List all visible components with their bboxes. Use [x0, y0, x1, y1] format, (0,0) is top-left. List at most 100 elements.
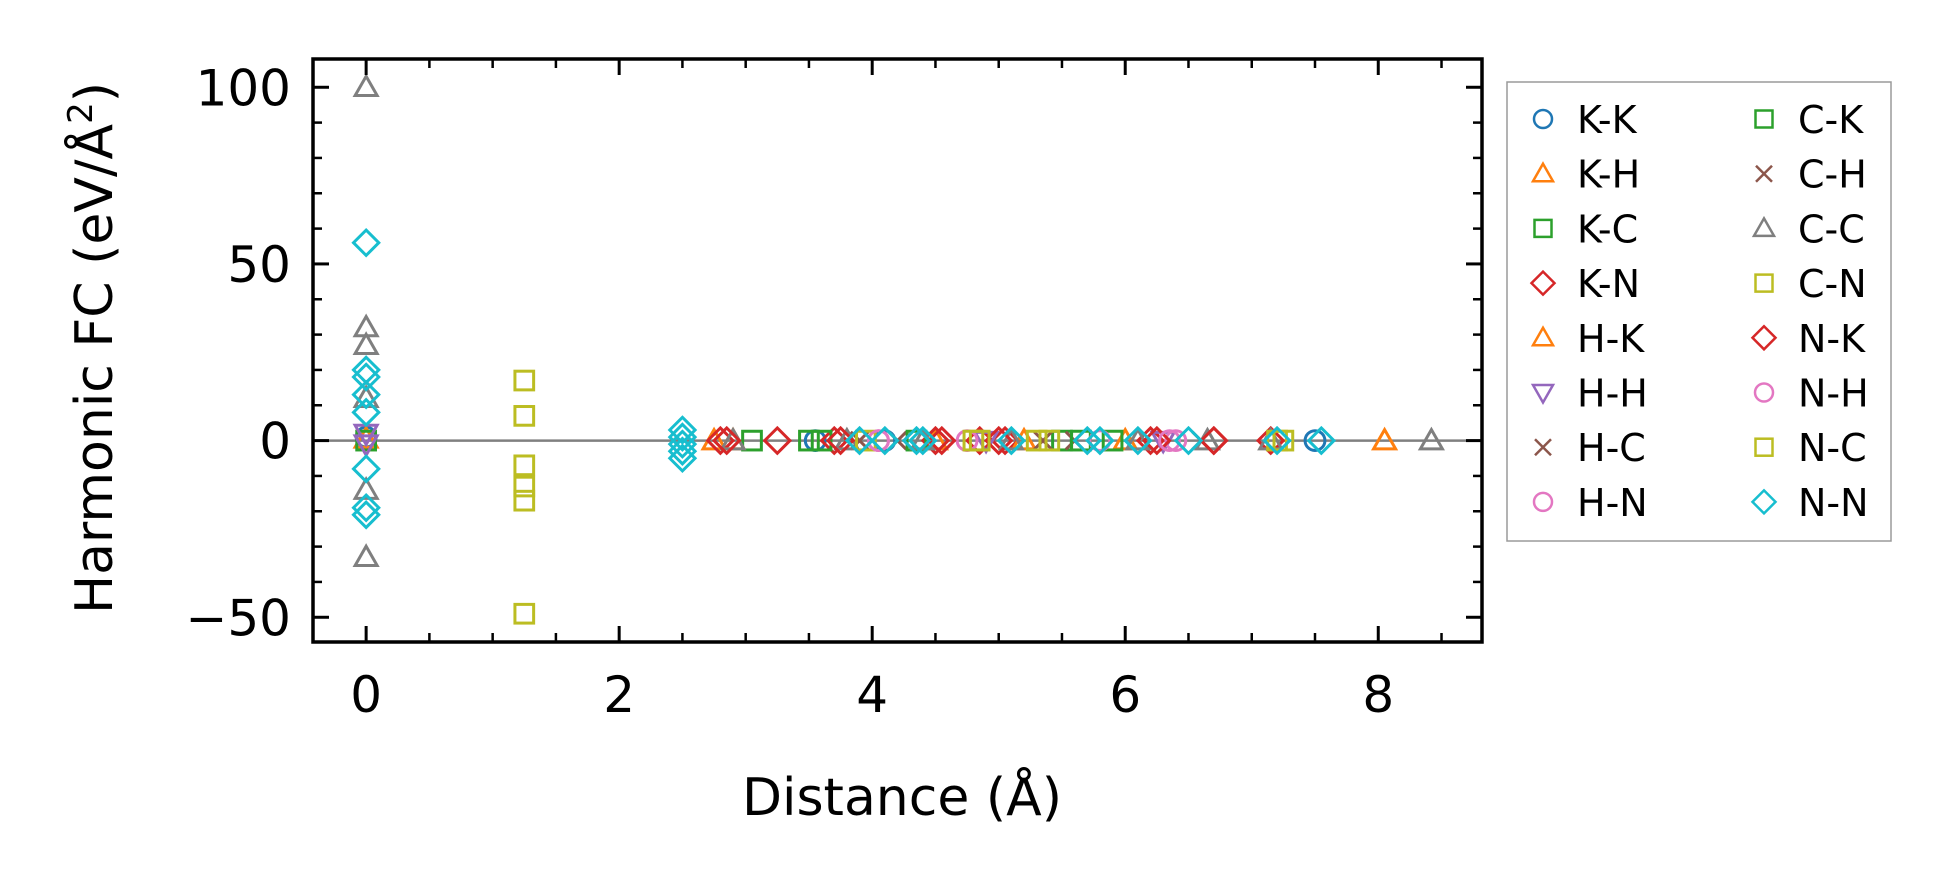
- legend-label: K-H: [1577, 153, 1640, 197]
- y-axis-label-close: ): [65, 82, 125, 102]
- legend-marker: [1530, 325, 1556, 347]
- legend-item-c-c: C-C: [1751, 207, 1865, 251]
- data-point: [352, 543, 380, 567]
- y-axis-label: Harmonic FC (eV/Å2): [61, 82, 125, 614]
- legend-label: K-C: [1577, 207, 1638, 251]
- data-point: [1303, 429, 1327, 453]
- plot-frame: [311, 57, 1484, 644]
- series-n-n: [351, 227, 1337, 530]
- data-point: [1085, 425, 1115, 456]
- y-axis-label-main: Harmonic FC (eV/Å: [63, 123, 125, 614]
- legend: K-K K-H K-C K-N H-K H-H H-C H-N C-K C-H C-C C-N N-K N…: [1506, 81, 1892, 542]
- series-n-h: [867, 429, 1181, 453]
- data-point: [990, 425, 1020, 456]
- legend-label: K-K: [1577, 98, 1638, 142]
- data-point: [513, 369, 536, 392]
- data-points: [351, 73, 1445, 625]
- data-point: [352, 331, 380, 355]
- data-point: [1025, 429, 1048, 452]
- legend-box: [1506, 81, 1892, 542]
- data-point: [1124, 426, 1152, 451]
- legend-marker: [1754, 109, 1774, 129]
- legend-label: N-H: [1798, 372, 1869, 416]
- data-point: [867, 429, 890, 453]
- data-point: [351, 500, 381, 530]
- legend-item-c-h: C-H: [1755, 153, 1867, 197]
- data-point: [667, 415, 698, 445]
- data-point: [513, 489, 536, 512]
- data-point: [844, 425, 875, 456]
- legend-label: C-H: [1798, 153, 1867, 197]
- data-point: [1072, 425, 1103, 456]
- legend-marker: [1532, 108, 1554, 130]
- data-point: [351, 227, 381, 258]
- data-point: [1038, 429, 1061, 452]
- legend-item-k-h: K-H: [1530, 153, 1640, 197]
- x-axis-label: Distance (Å): [742, 766, 1062, 828]
- legend-label: N-C: [1798, 426, 1867, 470]
- data-point: [1370, 426, 1399, 451]
- y-tick-label: −50: [185, 589, 291, 647]
- legend-marker: [1755, 164, 1773, 183]
- legend-label: N-K: [1798, 317, 1866, 361]
- legend-label: N-N: [1798, 481, 1869, 525]
- legend-item-h-h: H-H: [1530, 372, 1648, 416]
- y-tick-label: 50: [227, 236, 291, 294]
- axes-frame: [311, 57, 1484, 644]
- legend-marker: [1754, 273, 1774, 293]
- x-tick-label: 8: [1362, 666, 1394, 724]
- data-point: [798, 429, 820, 452]
- data-point: [351, 379, 381, 410]
- data-point: [352, 434, 380, 459]
- data-point: [1255, 425, 1286, 456]
- data-point: [968, 429, 991, 452]
- legend-marker: [1754, 437, 1774, 457]
- data-point: [1101, 429, 1124, 452]
- legend-label: C-C: [1798, 207, 1865, 251]
- legend-item-k-k: K-K: [1532, 98, 1638, 142]
- tick-labels: 0 2 4 6 8 100 50 0 −50: [185, 59, 1394, 724]
- data-point: [351, 492, 381, 523]
- legend-marker: [1530, 161, 1556, 183]
- legend-item-h-n: H-N: [1532, 481, 1648, 525]
- legend-marker: [1753, 382, 1775, 403]
- data-point: [513, 475, 536, 498]
- x-tick-label: 2: [603, 666, 635, 724]
- legend-label: K-N: [1577, 262, 1640, 306]
- data-point: [1088, 429, 1112, 453]
- y-tick-label: 0: [259, 413, 291, 471]
- data-point: [1199, 425, 1229, 456]
- data-point: [513, 405, 536, 427]
- data-point: [667, 443, 698, 474]
- data-point: [352, 476, 380, 500]
- y-axis-label-superscript: 2: [61, 102, 101, 124]
- y-tick-label: 100: [196, 59, 291, 117]
- series-n-c: [968, 429, 1288, 452]
- data-point: [351, 397, 381, 428]
- legend-item-n-k: N-K: [1750, 317, 1866, 361]
- data-point: [996, 425, 1027, 456]
- x-tick-label: 6: [1109, 666, 1141, 724]
- data-point: [667, 436, 698, 466]
- legend-marker: [1750, 488, 1778, 516]
- legend-item-n-h: N-H: [1753, 372, 1869, 416]
- data-point: [1262, 425, 1292, 456]
- data-point: [667, 422, 698, 452]
- legend-item-c-n: C-N: [1754, 262, 1867, 306]
- legend-marker: [1534, 438, 1552, 457]
- legend-label: H-C: [1577, 426, 1646, 470]
- legend-item-k-n: K-N: [1529, 262, 1640, 306]
- legend-marker: [1533, 218, 1553, 239]
- legend-marker: [1751, 215, 1777, 238]
- legend-label: H-K: [1577, 317, 1645, 361]
- data-point: [667, 429, 698, 459]
- data-point: [810, 429, 833, 452]
- x-tick-label: 4: [856, 666, 888, 724]
- data-point: [1173, 425, 1204, 456]
- data-point: [1164, 429, 1188, 453]
- legend-label: H-H: [1577, 372, 1648, 416]
- axis-ticks: [313, 59, 1482, 642]
- data-point: [1123, 425, 1153, 456]
- legend-label: H-N: [1577, 481, 1648, 525]
